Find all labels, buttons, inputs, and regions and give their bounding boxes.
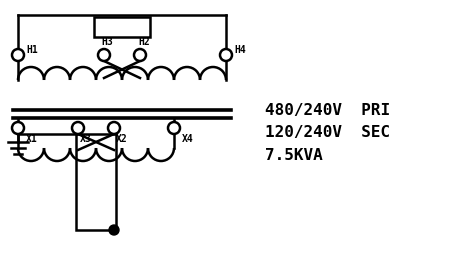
Circle shape	[12, 49, 24, 61]
Circle shape	[168, 122, 180, 134]
Text: X4: X4	[182, 134, 194, 144]
Text: 480/240V  PRI
120/240V  SEC
7.5KVA: 480/240V PRI 120/240V SEC 7.5KVA	[265, 103, 390, 163]
Circle shape	[72, 122, 84, 134]
Circle shape	[134, 49, 146, 61]
Text: X3: X3	[80, 134, 92, 144]
Text: H1: H1	[26, 45, 38, 55]
Circle shape	[108, 122, 120, 134]
Circle shape	[220, 49, 232, 61]
Circle shape	[12, 122, 24, 134]
Circle shape	[98, 49, 110, 61]
Text: H3: H3	[101, 37, 113, 47]
Text: X2: X2	[116, 134, 128, 144]
Text: H4: H4	[234, 45, 246, 55]
Bar	[94, 17, 150, 37]
Text: X1: X1	[26, 134, 38, 144]
Bar	[76, 134, 116, 230]
Text: H2: H2	[138, 37, 150, 47]
Circle shape	[109, 225, 119, 235]
